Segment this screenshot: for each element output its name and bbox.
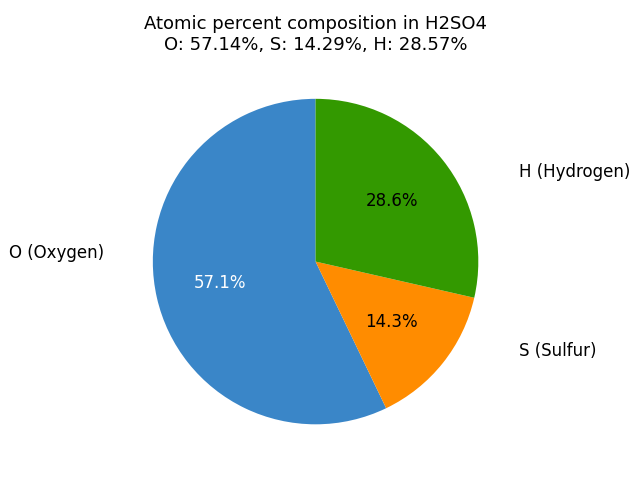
Text: S (Sulfur): S (Sulfur) (519, 342, 596, 360)
Text: O (Oxygen): O (Oxygen) (9, 244, 104, 263)
Title: Atomic percent composition in H2SO4
O: 57.14%, S: 14.29%, H: 28.57%: Atomic percent composition in H2SO4 O: 5… (144, 15, 487, 54)
Wedge shape (316, 99, 478, 298)
Wedge shape (316, 262, 474, 408)
Wedge shape (153, 99, 386, 424)
Text: 57.1%: 57.1% (194, 274, 246, 292)
Text: 14.3%: 14.3% (365, 313, 418, 332)
Text: 28.6%: 28.6% (365, 192, 418, 210)
Text: H (Hydrogen): H (Hydrogen) (519, 163, 630, 181)
